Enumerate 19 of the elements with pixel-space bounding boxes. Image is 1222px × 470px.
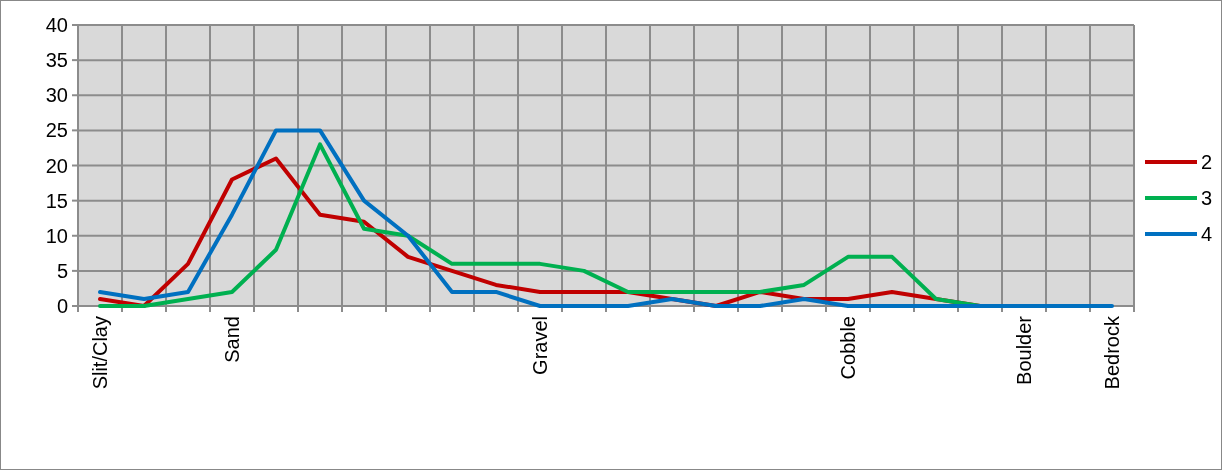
- line-series: [98, 128, 1114, 308]
- y-tick-label: 25: [45, 119, 68, 142]
- x-tick-label: Gravel: [529, 316, 551, 375]
- x-tick-label: Slit/Clay: [89, 316, 111, 390]
- legend-label: 2: [1201, 151, 1213, 173]
- y-tick-label: 15: [45, 189, 68, 212]
- y-tick-label: 30: [45, 84, 68, 107]
- y-tick-label: 0: [56, 295, 68, 317]
- legend-label: 3: [1201, 187, 1213, 209]
- legend-label: 4: [1201, 223, 1213, 245]
- y-tick-label: 40: [45, 14, 68, 36]
- y-tick-label: 5: [56, 259, 68, 282]
- y-tick-label: 35: [45, 49, 68, 72]
- y-tick-label: 20: [45, 154, 68, 177]
- y-tick-label: 10: [45, 224, 68, 247]
- x-tick-label: Cobble: [837, 316, 859, 380]
- x-tick-label: Sand: [221, 316, 243, 363]
- x-tick-label: Bedrock: [1101, 315, 1123, 390]
- x-tick-label: Boulder: [1013, 315, 1035, 385]
